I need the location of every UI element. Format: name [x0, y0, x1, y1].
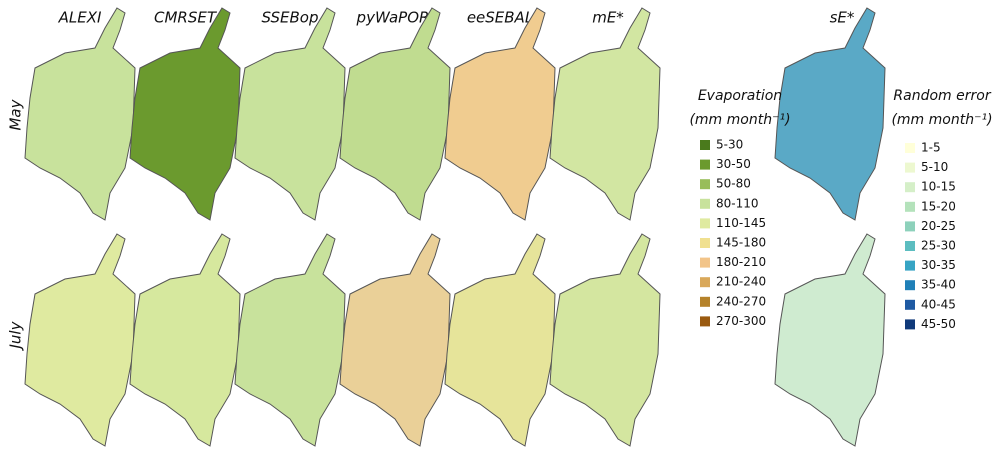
map	[129, 233, 241, 447]
row-label: July	[7, 320, 25, 351]
legend-label: 30-35	[921, 258, 956, 272]
legend-swatch	[700, 159, 710, 170]
legend-label: 35-40	[921, 278, 956, 292]
map	[24, 7, 136, 221]
map	[774, 233, 886, 447]
legend-swatch	[905, 241, 915, 251]
column-label: eeSEBAL	[467, 9, 533, 27]
column-label: sE*	[830, 9, 855, 27]
legend-label: 80-110	[716, 196, 759, 210]
legend-label: 20-25	[921, 219, 956, 233]
legend-unit: (mm month⁻¹)	[689, 112, 790, 128]
map	[24, 233, 136, 447]
legend-swatch	[700, 238, 710, 248]
map	[234, 7, 346, 221]
legend-label: 1-5	[921, 141, 941, 155]
legend-label: 15-20	[921, 199, 956, 213]
column-label: CMRSET	[154, 9, 218, 27]
column-label: ALEXI	[58, 9, 102, 27]
legend-swatch	[905, 201, 915, 212]
column-label: mE*	[592, 9, 624, 27]
legend-swatch	[700, 277, 710, 288]
legend-label: 180-210	[716, 255, 766, 269]
legend-swatch	[700, 218, 710, 229]
legend-swatch	[700, 198, 710, 209]
legend-label: 270-300	[716, 314, 766, 328]
legend-label: 110-145	[716, 216, 766, 230]
legend-label: 50-80	[716, 177, 751, 191]
legend-swatch	[905, 221, 915, 232]
legend-swatch	[905, 143, 915, 153]
legend-label: 25-30	[921, 239, 956, 253]
map	[444, 7, 556, 221]
legend-swatch	[700, 140, 710, 150]
legend-swatch	[905, 260, 915, 271]
legend-unit: (mm month⁻¹)	[891, 112, 992, 128]
legend-swatch	[700, 316, 710, 327]
legend-swatch	[700, 257, 710, 268]
legend-label: 40-45	[921, 297, 956, 311]
map	[129, 7, 241, 221]
legend-swatch	[700, 179, 710, 190]
legend-swatch	[905, 162, 915, 173]
column-label: pyWaPOR	[356, 9, 430, 27]
legend-swatch	[905, 182, 915, 193]
legend-label: 30-50	[716, 157, 751, 171]
legend-title: Evaporation	[698, 88, 782, 104]
legend-swatch	[905, 319, 915, 330]
map	[339, 233, 451, 447]
legend-title: Random error	[893, 88, 991, 104]
legend-label: 145-180	[716, 236, 766, 250]
legend-label: 5-30	[716, 138, 743, 152]
map	[549, 7, 661, 221]
map	[234, 233, 346, 447]
legend-label: 45-50	[921, 317, 956, 331]
column-label: SSEBop	[262, 9, 319, 27]
map	[549, 233, 661, 447]
legend-swatch	[700, 296, 710, 307]
row-label: May	[7, 98, 25, 130]
map	[444, 233, 556, 447]
legend-label: 240-270	[716, 294, 766, 308]
legend-label: 210-240	[716, 275, 766, 289]
legend-label: 5-10	[921, 160, 948, 174]
legend-label: 10-15	[921, 180, 956, 194]
legend-swatch	[905, 299, 915, 310]
legend-swatch	[905, 280, 915, 291]
map	[339, 7, 451, 221]
map	[774, 7, 886, 221]
